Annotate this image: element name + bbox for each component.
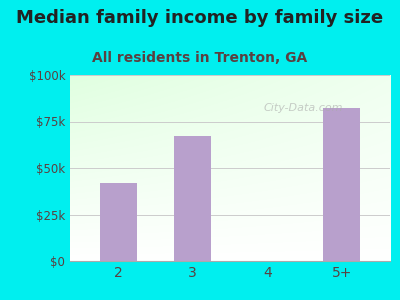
Text: All residents in Trenton, GA: All residents in Trenton, GA xyxy=(92,51,308,65)
Bar xyxy=(100,183,137,261)
Text: City-Data.com: City-Data.com xyxy=(264,103,343,113)
Bar xyxy=(323,109,360,261)
Text: Median family income by family size: Median family income by family size xyxy=(16,9,384,27)
Bar xyxy=(174,136,211,261)
